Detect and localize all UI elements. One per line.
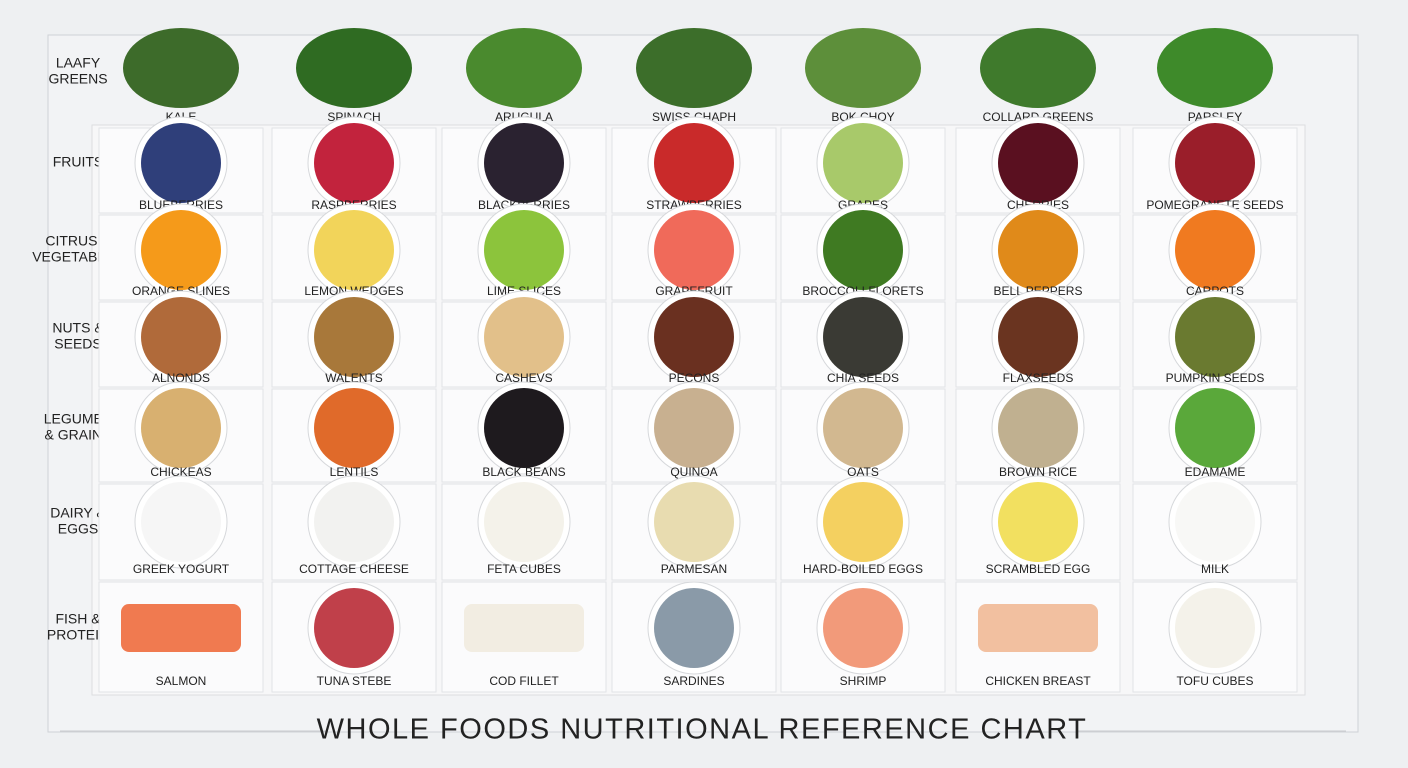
food-illustration xyxy=(998,123,1078,203)
item-label: TUNA STEBE xyxy=(317,674,392,688)
row-label: DAIRY & xyxy=(50,505,106,521)
item-label: SARDINES xyxy=(663,674,724,688)
item-label: CHIA SEEDS xyxy=(827,371,899,385)
row-label: PROTEIN xyxy=(47,627,109,643)
food-illustration xyxy=(1175,482,1255,562)
item-label: ALNONDS xyxy=(152,371,210,385)
food-illustration xyxy=(141,482,221,562)
item-label: BROWN RICE xyxy=(999,465,1077,479)
item-label: TOFU CUBES xyxy=(1176,674,1253,688)
food-illustration xyxy=(823,297,903,377)
food-illustration xyxy=(823,123,903,203)
food-illustration xyxy=(823,588,903,668)
food-illustration xyxy=(980,28,1096,108)
food-illustration xyxy=(654,482,734,562)
item-label: PARMESAN xyxy=(661,562,727,576)
item-label: PUMPKIN SEEDS xyxy=(1166,371,1265,385)
food-illustration xyxy=(1157,28,1273,108)
food-illustration xyxy=(141,297,221,377)
item-label: HARD-BOILED EGGS xyxy=(803,562,923,576)
food-illustration xyxy=(654,388,734,468)
food-illustration xyxy=(121,604,241,652)
item-label: SCRAMBLED EGG xyxy=(986,562,1091,576)
food-illustration xyxy=(998,388,1078,468)
food-illustration xyxy=(654,588,734,668)
chart-title: WHOLE FOODS NUTRITIONAL REFERENCE CHART xyxy=(317,714,1088,746)
item-label: FLAXSEEDS xyxy=(1003,371,1074,385)
food-illustration xyxy=(314,123,394,203)
item-label: PECONS xyxy=(669,371,720,385)
item-label: CHICKEAS xyxy=(150,465,211,479)
food-illustration xyxy=(314,482,394,562)
food-illustration xyxy=(823,210,903,290)
item-label: SALMON xyxy=(156,674,207,688)
food-illustration xyxy=(314,388,394,468)
food-illustration xyxy=(1175,388,1255,468)
row-label: NUTS & xyxy=(52,320,104,336)
item-label: COD FILLET xyxy=(489,674,559,688)
item-label: WALENTS xyxy=(325,371,383,385)
row-label: & GRAINS xyxy=(45,427,112,443)
food-illustration xyxy=(484,123,564,203)
food-illustration xyxy=(1175,210,1255,290)
food-illustration xyxy=(823,482,903,562)
row-label: SEEDS xyxy=(54,336,101,352)
food-illustration xyxy=(141,123,221,203)
food-illustration xyxy=(1175,123,1255,203)
food-illustration xyxy=(1175,588,1255,668)
item-label: EDAMAME xyxy=(1185,465,1246,479)
food-illustration xyxy=(805,28,921,108)
item-label: MILK xyxy=(1201,562,1229,576)
food-illustration xyxy=(296,28,412,108)
row-label: GREENS xyxy=(48,71,107,87)
food-illustration xyxy=(464,604,584,652)
food-illustration xyxy=(466,28,582,108)
food-illustration xyxy=(654,123,734,203)
item-label: CASHEVS xyxy=(495,371,552,385)
food-illustration xyxy=(314,210,394,290)
food-illustration xyxy=(1175,297,1255,377)
row-label: EGGS xyxy=(58,521,98,537)
item-label: GREEK YOGURT xyxy=(133,562,230,576)
item-label: FETA CUBES xyxy=(487,562,561,576)
row-label: LEGUMES xyxy=(44,411,112,427)
food-illustration xyxy=(484,388,564,468)
grid: LAAFYGREENSKALESPINACHARUGULASWISS CHAPH… xyxy=(32,28,1298,693)
food-illustration xyxy=(484,482,564,562)
item-label: LENTILS xyxy=(330,465,379,479)
food-illustration xyxy=(484,210,564,290)
food-illustration xyxy=(998,210,1078,290)
food-illustration xyxy=(123,28,239,108)
item-label: COTTAGE CHEESE xyxy=(299,562,409,576)
food-illustration xyxy=(636,28,752,108)
item-label: OATS xyxy=(847,465,879,479)
food-illustration xyxy=(998,482,1078,562)
row-label: FISH & xyxy=(55,611,101,627)
food-illustration xyxy=(654,297,734,377)
food-illustration xyxy=(823,388,903,468)
item-label: SHRIMP xyxy=(840,674,887,688)
food-illustration xyxy=(141,210,221,290)
item-label: QUINOA xyxy=(670,465,717,479)
row-label: FRUITS xyxy=(53,154,104,170)
food-illustration xyxy=(654,210,734,290)
row-label: CITRUS & xyxy=(45,233,111,249)
item-label: CHICKEN BREAST xyxy=(985,674,1091,688)
food-illustration xyxy=(314,588,394,668)
food-illustration xyxy=(141,388,221,468)
row-label: LAAFY xyxy=(56,55,101,71)
food-illustration xyxy=(314,297,394,377)
item-label: BLACK BEANS xyxy=(482,465,565,479)
food-illustration xyxy=(484,297,564,377)
food-illustration xyxy=(998,297,1078,377)
food-illustration xyxy=(978,604,1098,652)
